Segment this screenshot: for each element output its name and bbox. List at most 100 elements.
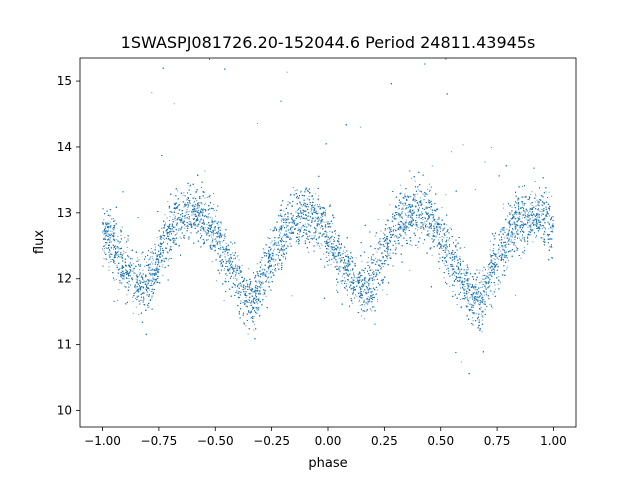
- data-point: [328, 223, 330, 225]
- data-point: [432, 220, 434, 222]
- data-point: [407, 195, 409, 197]
- data-point: [482, 278, 484, 280]
- data-point: [400, 225, 402, 227]
- data-point: [273, 265, 275, 267]
- data-point: [204, 222, 205, 224]
- data-point: [491, 256, 493, 258]
- data-point: [395, 206, 396, 208]
- data-point: [290, 230, 292, 232]
- data-point: [113, 226, 115, 228]
- data-point: [466, 299, 468, 301]
- data-point: [545, 191, 547, 193]
- data-point: [319, 245, 320, 247]
- data-point: [433, 216, 435, 217]
- data-point: [541, 219, 543, 220]
- data-point: [126, 277, 128, 279]
- data-point: [537, 215, 539, 217]
- data-point: [326, 251, 328, 253]
- data-point: [399, 216, 401, 218]
- data-point: [332, 252, 333, 254]
- data-point: [329, 231, 331, 233]
- data-point: [299, 207, 301, 209]
- data-point: [185, 211, 187, 213]
- data-point: [365, 281, 367, 283]
- data-point: [510, 231, 512, 233]
- data-point: [551, 195, 553, 197]
- data-point: [225, 259, 227, 261]
- data-point: [444, 260, 446, 262]
- data-point: [117, 257, 119, 259]
- data-point: [224, 268, 225, 270]
- data-point: [464, 273, 466, 275]
- data-point: [551, 228, 553, 230]
- data-point: [160, 246, 162, 247]
- data-point: [318, 218, 320, 220]
- data-point: [531, 191, 533, 193]
- data-point: [180, 229, 181, 231]
- data-point: [115, 245, 116, 247]
- data-point: [152, 257, 154, 259]
- data-point: [128, 273, 130, 275]
- data-point: [542, 237, 544, 239]
- data-point: [277, 264, 279, 266]
- data-point: [106, 247, 108, 249]
- data-point: [262, 268, 264, 270]
- data-point: [516, 247, 518, 249]
- data-point: [387, 228, 389, 230]
- data-point: [453, 260, 455, 262]
- data-point: [477, 325, 479, 327]
- data-point: [462, 272, 464, 274]
- data-point: [315, 219, 316, 221]
- data-point: [195, 192, 197, 194]
- data-point: [537, 205, 539, 206]
- data-point: [120, 268, 122, 270]
- data-point: [368, 267, 370, 269]
- data-point: [512, 234, 514, 236]
- data-point: [173, 226, 175, 228]
- data-point: [405, 221, 407, 223]
- data-point: [238, 283, 240, 285]
- data-point: [148, 306, 150, 308]
- data-point: [420, 227, 422, 229]
- data-point: [509, 237, 511, 239]
- data-point: [339, 248, 341, 249]
- data-point: [507, 221, 509, 223]
- data-point: [516, 214, 518, 215]
- data-point: [121, 275, 123, 277]
- data-point: [117, 235, 119, 237]
- data-point: [539, 210, 541, 212]
- data-point: [474, 289, 476, 291]
- data-point: [419, 207, 420, 209]
- data-point: [323, 253, 325, 255]
- data-point: [273, 260, 275, 262]
- data-point: [296, 240, 297, 242]
- data-point: [434, 221, 436, 223]
- data-point: [503, 207, 505, 209]
- data-point: [214, 220, 216, 222]
- data-point: [511, 236, 513, 238]
- data-point: [331, 249, 333, 250]
- data-point: [445, 265, 447, 266]
- data-point: [235, 274, 237, 276]
- data-point: [363, 285, 365, 286]
- data-point: [452, 269, 454, 271]
- data-point: [232, 267, 234, 269]
- data-point: [459, 256, 461, 258]
- data-point: [334, 231, 335, 232]
- data-point: [510, 239, 512, 241]
- data-point: [506, 268, 508, 270]
- data-point: [330, 226, 332, 228]
- data-point: [297, 198, 299, 200]
- data-point: [507, 237, 509, 239]
- data-point: [169, 226, 171, 227]
- data-point: [283, 235, 285, 237]
- data-point: [151, 274, 153, 276]
- data-point: [212, 238, 214, 240]
- data-point: [143, 280, 145, 282]
- data-point: [116, 264, 118, 266]
- data-point: [120, 254, 122, 255]
- data-point: [482, 270, 484, 272]
- data-point: [299, 218, 301, 220]
